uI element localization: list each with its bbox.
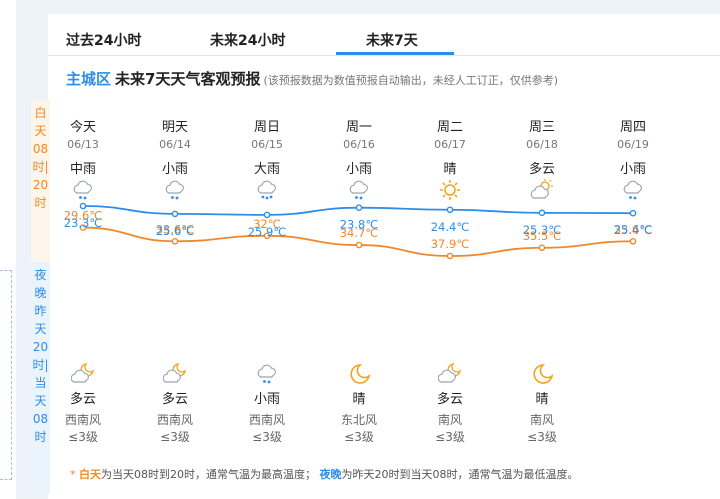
footnote-night-label: 夜晚 (319, 468, 342, 481)
weekday-label: 周二 (436, 120, 463, 135)
night-weather-label: 晴 (535, 392, 549, 407)
wind-direction-label: 西南风 (156, 413, 193, 427)
day-weather-label: 中雨 (69, 162, 96, 177)
partly-cloudy-day-icon (530, 178, 554, 202)
night-weather-label: 多云 (436, 392, 463, 407)
day-weather-label: 大雨 (253, 162, 280, 177)
wind-level-label: ≤3级 (68, 430, 98, 444)
rain-icon (347, 178, 371, 202)
partly-cloudy-night-icon (162, 362, 187, 386)
sun-icon (438, 178, 462, 202)
region-name: 主城区 (66, 70, 112, 88)
wind-direction-label: 南风 (437, 413, 462, 427)
partly-cloudy-night-icon (437, 362, 462, 386)
rain-icon (255, 362, 279, 386)
wind-level-label: ≤3级 (252, 430, 282, 444)
weekday-label: 周四 (619, 120, 646, 135)
wind-level-label: ≤3级 (527, 430, 557, 444)
moon-icon (347, 362, 371, 386)
wind-level-label: ≤3级 (435, 430, 465, 444)
day-weather-label: 多云 (528, 162, 555, 177)
day-weather-label: 小雨 (161, 162, 188, 177)
night-weather-label: 多云 (161, 392, 188, 407)
date-label: 06/14 (159, 138, 191, 151)
rain-icon (163, 178, 187, 202)
weekday-label: 周日 (253, 120, 280, 135)
night-weather-label: 晴 (352, 392, 366, 407)
day-weather-label: 小雨 (345, 162, 372, 177)
night-weather-label: 小雨 (253, 392, 280, 407)
night-weather-label: 多云 (69, 392, 96, 407)
weekday-label: 今天 (69, 120, 96, 135)
wind-direction-label: 南风 (529, 413, 554, 427)
tab-next-24h[interactable]: 未来24小时 (210, 33, 286, 49)
moon-icon (530, 362, 554, 386)
forecast-heading: 主城区 未来7天天气客观预报 (该预报数据为数值预报自动输出，未经人工订正，仅供参考… (66, 68, 558, 89)
weekday-label: 明天 (161, 120, 188, 135)
night-period-label: 夜晚 昨天20时|当天08时 (31, 262, 50, 494)
date-label: 06/18 (526, 138, 558, 151)
day-period-label: 白天 08时|20时 (31, 100, 50, 262)
partly-cloudy-night-icon (70, 362, 95, 386)
day-weather-label: 小雨 (619, 162, 646, 177)
tab-next-7days[interactable]: 未来7天 (366, 33, 418, 49)
wind-direction-label: 西南风 (248, 413, 285, 427)
date-label: 06/13 (67, 138, 99, 151)
rain-icon (71, 178, 95, 202)
disclaimer-note: (该预报数据为数值预报自动输出，未经人工订正，仅供参考) (263, 74, 559, 87)
footnote-day-label: 白天 (79, 468, 101, 481)
weekday-label: 周三 (528, 120, 555, 135)
rain-icon (621, 178, 645, 202)
active-tab-indicator (336, 52, 454, 55)
page-title: 未来7天天气客观预报 (115, 70, 261, 88)
wind-direction-label: 西南风 (64, 413, 101, 427)
tab-bar: 过去24小时 未来24小时 未来7天 (48, 14, 720, 56)
date-label: 06/19 (617, 138, 649, 151)
wind-level-label: ≤3级 (160, 430, 190, 444)
tab-past-24h[interactable]: 过去24小时 (66, 33, 142, 49)
wind-level-label: ≤3级 (344, 430, 374, 444)
wind-direction-label: 东北风 (340, 413, 377, 427)
footnote: * 白天为当天08时到20时，通常气温为最高温度； 夜晚为昨天20时到当天08时… (70, 468, 579, 481)
date-label: 06/16 (343, 138, 375, 151)
heavy-rain-icon (255, 178, 279, 202)
day-weather-label: 晴 (443, 162, 457, 177)
weekday-label: 周一 (345, 120, 372, 135)
date-label: 06/17 (434, 138, 466, 151)
date-label: 06/15 (251, 138, 283, 151)
left-collapsed-panel[interactable] (0, 270, 12, 480)
